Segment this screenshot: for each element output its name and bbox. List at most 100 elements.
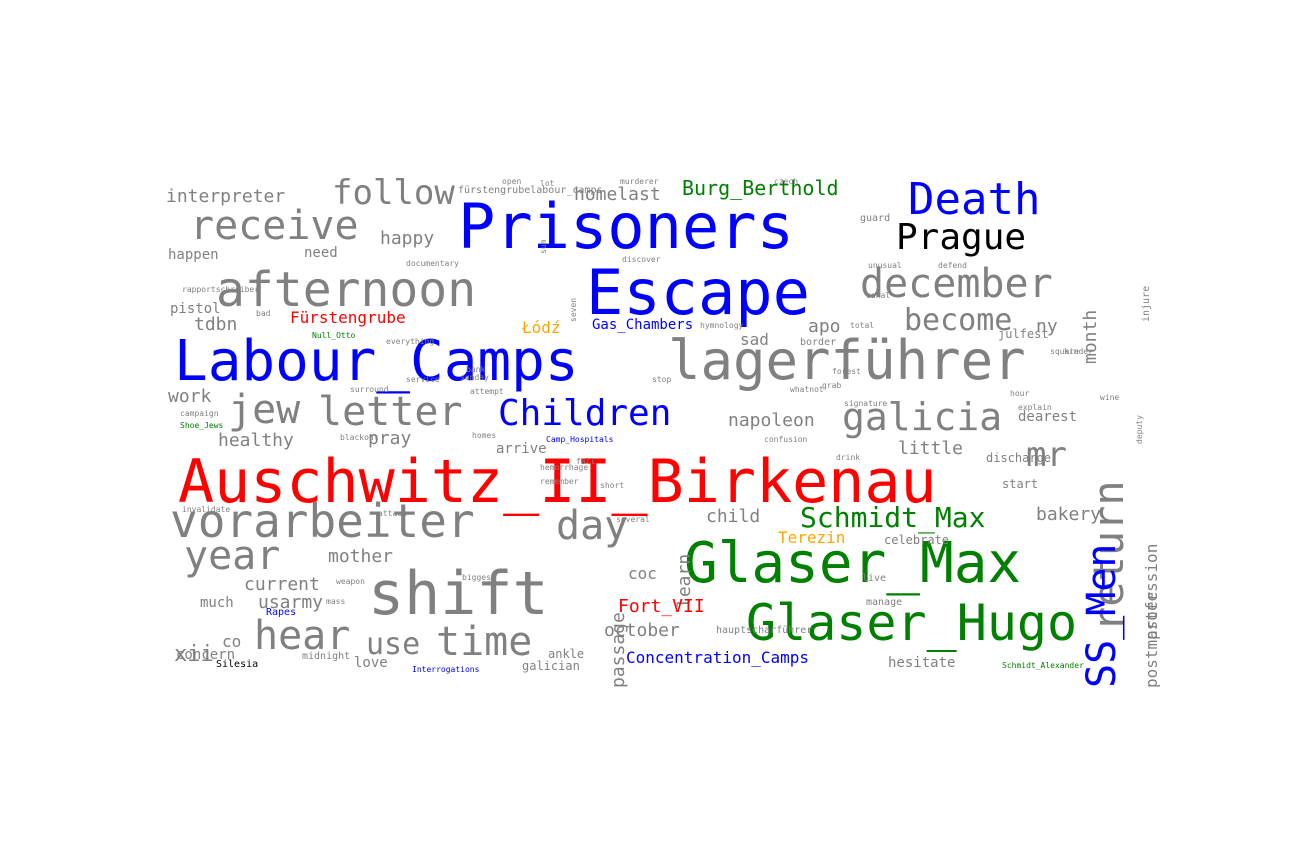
cloud-word-arrive: arrive — [496, 441, 547, 457]
cloud-word-december: december — [860, 261, 1053, 307]
cloud-word-mass: mass — [326, 597, 346, 606]
word-cloud: Auschwitz_II_Birkenau Prisoners Escape Labo… — [160, 170, 1160, 690]
cloud-word-child: child — [706, 506, 761, 527]
cloud-word-time: time — [436, 619, 533, 665]
cloud-word-day: day — [556, 503, 629, 549]
cloud-word-hauptscharf-hrer: hauptscharführer — [716, 625, 813, 636]
cloud-word-canal: canal — [866, 291, 891, 300]
cloud-word-apo: apo — [808, 316, 841, 337]
cloud-word-death: Death — [908, 174, 1041, 225]
cloud-word-czech: czech — [774, 177, 799, 186]
cloud-word-much: much — [200, 595, 234, 611]
cloud-word-pray: pray — [368, 428, 412, 449]
cloud-word-october: october — [604, 620, 680, 641]
cloud-word-fall: fall — [576, 457, 596, 466]
cloud-word-follow: follow — [332, 173, 455, 213]
cloud-word-square: square — [1050, 347, 1079, 356]
cloud-word-everything: everything — [386, 337, 435, 346]
cloud-word-forest: forest — [832, 367, 861, 376]
cloud-word-burg-berthold: Burg_Berthold — [682, 176, 839, 200]
cloud-word-short: short — [600, 481, 625, 490]
cloud-word-prague: Prague — [896, 217, 1027, 258]
cloud-word-f-rstengrubelabour-camps: fürstengrubelabour_camps — [458, 185, 603, 196]
cloud-word-midnight: midnight — [302, 651, 351, 662]
cloud-word-interpreter: interpreter — [166, 186, 286, 207]
cloud-word-weapon: weapon — [336, 577, 365, 586]
cloud-word-glaser-max: Glaser_Max — [684, 531, 1022, 596]
cloud-word-biggest: biggest — [462, 573, 496, 582]
cloud-word-galician: galician — [522, 659, 580, 673]
cloud-word-live: live — [862, 573, 887, 584]
cloud-word-need: need — [304, 245, 338, 261]
cloud-word-coc: coc — [628, 564, 657, 583]
cloud-word-kinder: kinder — [1064, 347, 1093, 356]
cloud-word-bank: bank — [466, 365, 486, 374]
cloud-word-grab: grab — [822, 381, 842, 390]
cloud-word-prisoners: Prisoners — [458, 190, 794, 263]
cloud-word-schmidt-alexander: Schmidt_Alexander — [1002, 661, 1084, 670]
cloud-word-hesitate: hesitate — [888, 655, 956, 671]
cloud-word-little: little — [898, 438, 964, 459]
cloud-word-ny: ny — [1036, 316, 1058, 337]
cloud-word-concentration-camps: Concentration_Camps — [626, 648, 810, 667]
cloud-word-discover: discover — [622, 255, 661, 264]
cloud-word-manage: manage — [866, 597, 903, 608]
cloud-word-shoe-jews: Shoe_Jews — [180, 421, 224, 430]
cloud-word-escape: Escape — [586, 256, 810, 329]
cloud-word-injure: injure — [1141, 285, 1152, 322]
cloud-word-remember: remember — [540, 477, 579, 486]
cloud-word-sunday: sunday — [460, 373, 489, 382]
cloud-word-usarmy: usarmy — [258, 592, 324, 613]
cloud-word-receive: receive — [190, 203, 359, 249]
cloud-word-guard: guard — [860, 213, 891, 224]
cloud-word-total: total — [850, 321, 875, 330]
cloud-word-letter: letter — [318, 389, 463, 435]
cloud-word-bakery: bakery — [1036, 504, 1102, 525]
cloud-word-deputy: deputy — [1135, 415, 1144, 444]
cloud-word-silesia: Silesia — [216, 659, 259, 670]
cloud-word-fort-vii: Fort_VII — [618, 596, 705, 617]
cloud-word-concern: concern — [176, 647, 236, 663]
cloud-word-shift: shift — [368, 559, 549, 629]
cloud-word-postmaster: postmaster — [1142, 591, 1160, 688]
cloud-word-sum: sum — [539, 239, 548, 254]
cloud-word-start: start — [1002, 477, 1039, 491]
cloud-word-galicia: galicia — [842, 395, 1003, 439]
cloud-word-ss-men: SS_Men — [1079, 543, 1125, 689]
cloud-word-lagerf-hrer: lagerführer — [668, 329, 1026, 392]
cloud-word-gas-chambers: Gas_Chambers — [592, 317, 694, 333]
cloud-word-interrogations: Interrogations — [412, 665, 480, 674]
cloud-word-d: Łódź — [522, 318, 561, 337]
cloud-word-vorarbeiter: vorarbeiter — [170, 494, 475, 548]
cloud-word-love: love — [354, 655, 388, 671]
cloud-word-homes: homes — [472, 431, 497, 440]
cloud-word-discharge: discharge — [986, 451, 1052, 465]
cloud-word-explain: explain — [1018, 403, 1052, 412]
cloud-word-mr: mr — [1026, 435, 1067, 475]
cloud-word-rapes: Rapes — [266, 607, 297, 618]
cloud-word-drink: drink — [836, 453, 861, 462]
cloud-word-auschwitz-ii-birkenau: Auschwitz_II_Birkenau — [178, 447, 937, 517]
cloud-word-children: Children — [498, 393, 672, 434]
cloud-word-mother: mother — [328, 546, 394, 567]
cloud-word-homelast: homelast — [574, 184, 661, 205]
cloud-word-co: co — [222, 632, 242, 651]
cloud-word-several: several — [616, 515, 650, 524]
cloud-word-healthy: healthy — [218, 430, 294, 451]
cloud-word-bad: bad — [256, 309, 271, 318]
cloud-word-year: year — [184, 533, 281, 579]
cloud-word-celebrate: celebrate — [884, 533, 950, 547]
cloud-word-unusual: unusual — [868, 261, 902, 270]
cloud-word-hymnology: hymnology — [700, 321, 744, 330]
cloud-word-pistol: pistol — [170, 301, 221, 317]
cloud-word-border: border — [800, 337, 837, 348]
cloud-word-service: service — [406, 375, 440, 384]
cloud-word-dearest: dearest — [1018, 409, 1078, 425]
cloud-word-stop: stop — [652, 375, 672, 384]
cloud-word-defend: defend — [938, 261, 967, 270]
cloud-word-murderer: murderer — [620, 177, 659, 186]
cloud-word-tdbn: tdbn — [194, 314, 238, 335]
cloud-word-rapportschreiber: rapportschreiber — [182, 285, 260, 294]
cloud-word-use: use — [366, 627, 421, 662]
cloud-word-work: work — [168, 386, 212, 407]
